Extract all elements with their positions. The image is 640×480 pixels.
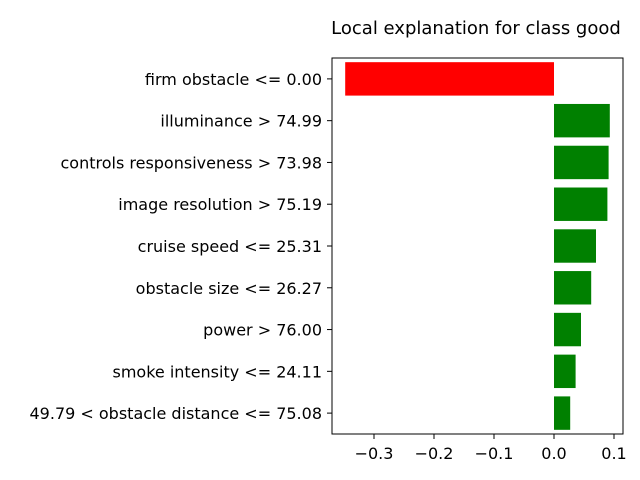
bar (554, 145, 609, 180)
category-label: obstacle size <= 26.27 (136, 279, 322, 298)
chart-title: Local explanation for class good (331, 18, 621, 39)
axes-frame (331, 57, 624, 435)
x-axis-group: −0.3 −0.2 −0.1 0.0 0.1 (355, 434, 627, 463)
x-tick-label: −0.1 (475, 444, 514, 463)
category-label: smoke intensity <= 24.11 (113, 362, 323, 381)
category-labels-group: firm obstacle <= 0.00 illuminance > 74.99… (30, 70, 332, 423)
bar (554, 354, 576, 389)
bar (345, 62, 554, 96)
bars-group (345, 62, 610, 430)
category-label: controls responsiveness > 73.98 (60, 153, 322, 172)
x-tick-label: −0.2 (415, 444, 454, 463)
bar (554, 229, 596, 263)
x-tick-label: 0.0 (541, 444, 566, 463)
x-tick-label: 0.1 (601, 444, 626, 463)
category-label: cruise speed <= 25.31 (138, 237, 322, 256)
category-label: illuminance > 74.99 (160, 112, 322, 131)
bar (554, 396, 571, 430)
category-label: 49.79 < obstacle distance <= 75.08 (30, 404, 323, 423)
bar (554, 312, 581, 347)
bar (554, 271, 592, 305)
category-label: image resolution > 75.19 (118, 195, 322, 214)
bar (554, 103, 610, 138)
category-label: firm obstacle <= 0.00 (145, 70, 322, 89)
bar (554, 187, 608, 221)
category-label: power > 76.00 (203, 321, 322, 340)
x-tick-label: −0.3 (355, 444, 394, 463)
